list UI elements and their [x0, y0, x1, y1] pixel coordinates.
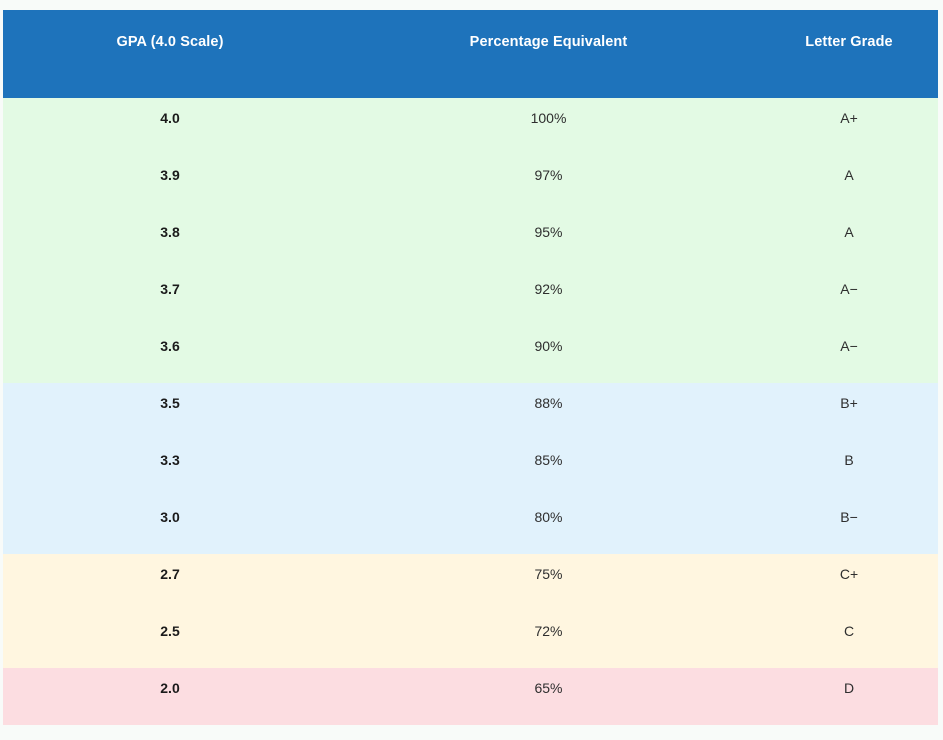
percent-cell: 100%: [337, 98, 760, 155]
percent-cell: 85%: [337, 440, 760, 497]
percent-cell: 90%: [337, 326, 760, 383]
gpa-cell: 3.6: [3, 326, 337, 383]
table-row: 4.0 100% A+: [3, 98, 938, 155]
letter-grade-cell: B+: [760, 383, 938, 440]
letter-grade-cell: C: [760, 611, 938, 668]
percent-cell: 95%: [337, 212, 760, 269]
percent-cell: 88%: [337, 383, 760, 440]
gpa-cell: 3.7: [3, 269, 337, 326]
gpa-table: GPA (4.0 Scale) Percentage Equivalent Le…: [3, 10, 938, 725]
table-row: 3.0 80% B−: [3, 497, 938, 554]
percent-cell: 97%: [337, 155, 760, 212]
table-header: GPA (4.0 Scale) Percentage Equivalent Le…: [3, 10, 938, 98]
gpa-cell: 3.9: [3, 155, 337, 212]
gpa-cell: 3.5: [3, 383, 337, 440]
table-row: 3.8 95% A: [3, 212, 938, 269]
gpa-cell: 3.3: [3, 440, 337, 497]
gpa-cell: 2.7: [3, 554, 337, 611]
letter-grade-cell: A−: [760, 326, 938, 383]
table-row: 3.6 90% A−: [3, 326, 938, 383]
percent-cell: 72%: [337, 611, 760, 668]
table-row: 3.3 85% B: [3, 440, 938, 497]
gpa-cell: 4.0: [3, 98, 337, 155]
percent-cell: 65%: [337, 668, 760, 725]
table-row: 3.5 88% B+: [3, 383, 938, 440]
letter-grade-cell: A+: [760, 98, 938, 155]
letter-grade-cell: C+: [760, 554, 938, 611]
letter-grade-cell: A: [760, 155, 938, 212]
letter-grade-cell: D: [760, 668, 938, 725]
percent-cell: 92%: [337, 269, 760, 326]
gpa-conversion-table: GPA (4.0 Scale) Percentage Equivalent Le…: [3, 10, 938, 725]
column-header-letter-grade: Letter Grade: [760, 10, 938, 98]
percent-cell: 80%: [337, 497, 760, 554]
letter-grade-cell: A: [760, 212, 938, 269]
header-row: GPA (4.0 Scale) Percentage Equivalent Le…: [3, 10, 938, 98]
letter-grade-cell: A−: [760, 269, 938, 326]
gpa-cell: 3.0: [3, 497, 337, 554]
column-header-gpa: GPA (4.0 Scale): [3, 10, 337, 98]
letter-grade-cell: B−: [760, 497, 938, 554]
gpa-cell: 2.0: [3, 668, 337, 725]
table-row: 2.0 65% D: [3, 668, 938, 725]
letter-grade-cell: B: [760, 440, 938, 497]
percent-cell: 75%: [337, 554, 760, 611]
table-row: 3.9 97% A: [3, 155, 938, 212]
table-row: 2.7 75% C+: [3, 554, 938, 611]
gpa-cell: 3.8: [3, 212, 337, 269]
table-row: 2.5 72% C: [3, 611, 938, 668]
table-body: 4.0 100% A+ 3.9 97% A 3.8 95% A 3.7 92% A− 3.6 90% A− 3…: [3, 98, 938, 725]
column-header-percentage: Percentage Equivalent: [337, 10, 760, 98]
table-row: 3.7 92% A−: [3, 269, 938, 326]
gpa-cell: 2.5: [3, 611, 337, 668]
